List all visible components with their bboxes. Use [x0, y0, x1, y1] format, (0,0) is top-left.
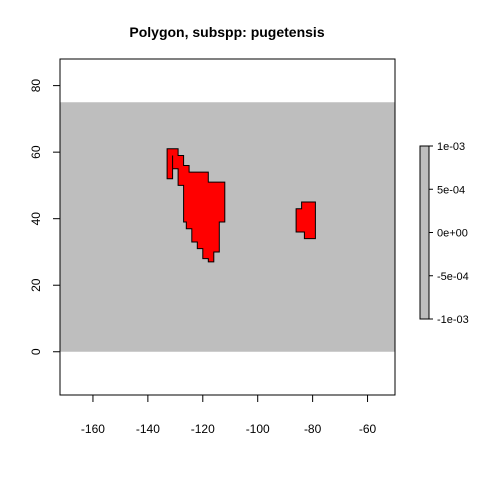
legend: 1e-03 5e-04 0e+00 -5e-04 -1e-03: [419, 141, 469, 326]
raster-extent: [60, 102, 395, 352]
chart-title: Polygon, subspp: pugetensis: [129, 24, 324, 40]
legend-tick-label: 5e-04: [437, 184, 465, 196]
y-tick-label: 20: [29, 278, 43, 292]
x-tick-label: -60: [359, 422, 377, 436]
y-tick-label: 0: [29, 348, 43, 355]
y-tick-label: 40: [29, 212, 43, 226]
range-polygon-1: [166, 148, 226, 263]
x-tick-label: -140: [136, 422, 160, 436]
x-tick-label: -100: [246, 422, 270, 436]
x-tick-label: -120: [191, 422, 215, 436]
legend-tick-label: 1e-03: [437, 141, 465, 153]
x-tick-label: -160: [81, 422, 105, 436]
y-tick-label: 80: [29, 79, 43, 93]
legend-tick-label: 0e+00: [437, 228, 468, 240]
x-tick-label: -80: [304, 422, 322, 436]
range-polygon-2: [295, 201, 316, 240]
legend-tick-label: -5e-04: [437, 271, 469, 283]
legend-tick-label: -1e-03: [437, 314, 469, 326]
plot-area: [60, 102, 395, 352]
y-tick-label: 60: [29, 145, 43, 159]
axes: -160 -140 -120 -100 -80 -60 0 20 40 60 80: [29, 58, 396, 436]
legend-color-bar: [419, 145, 430, 320]
